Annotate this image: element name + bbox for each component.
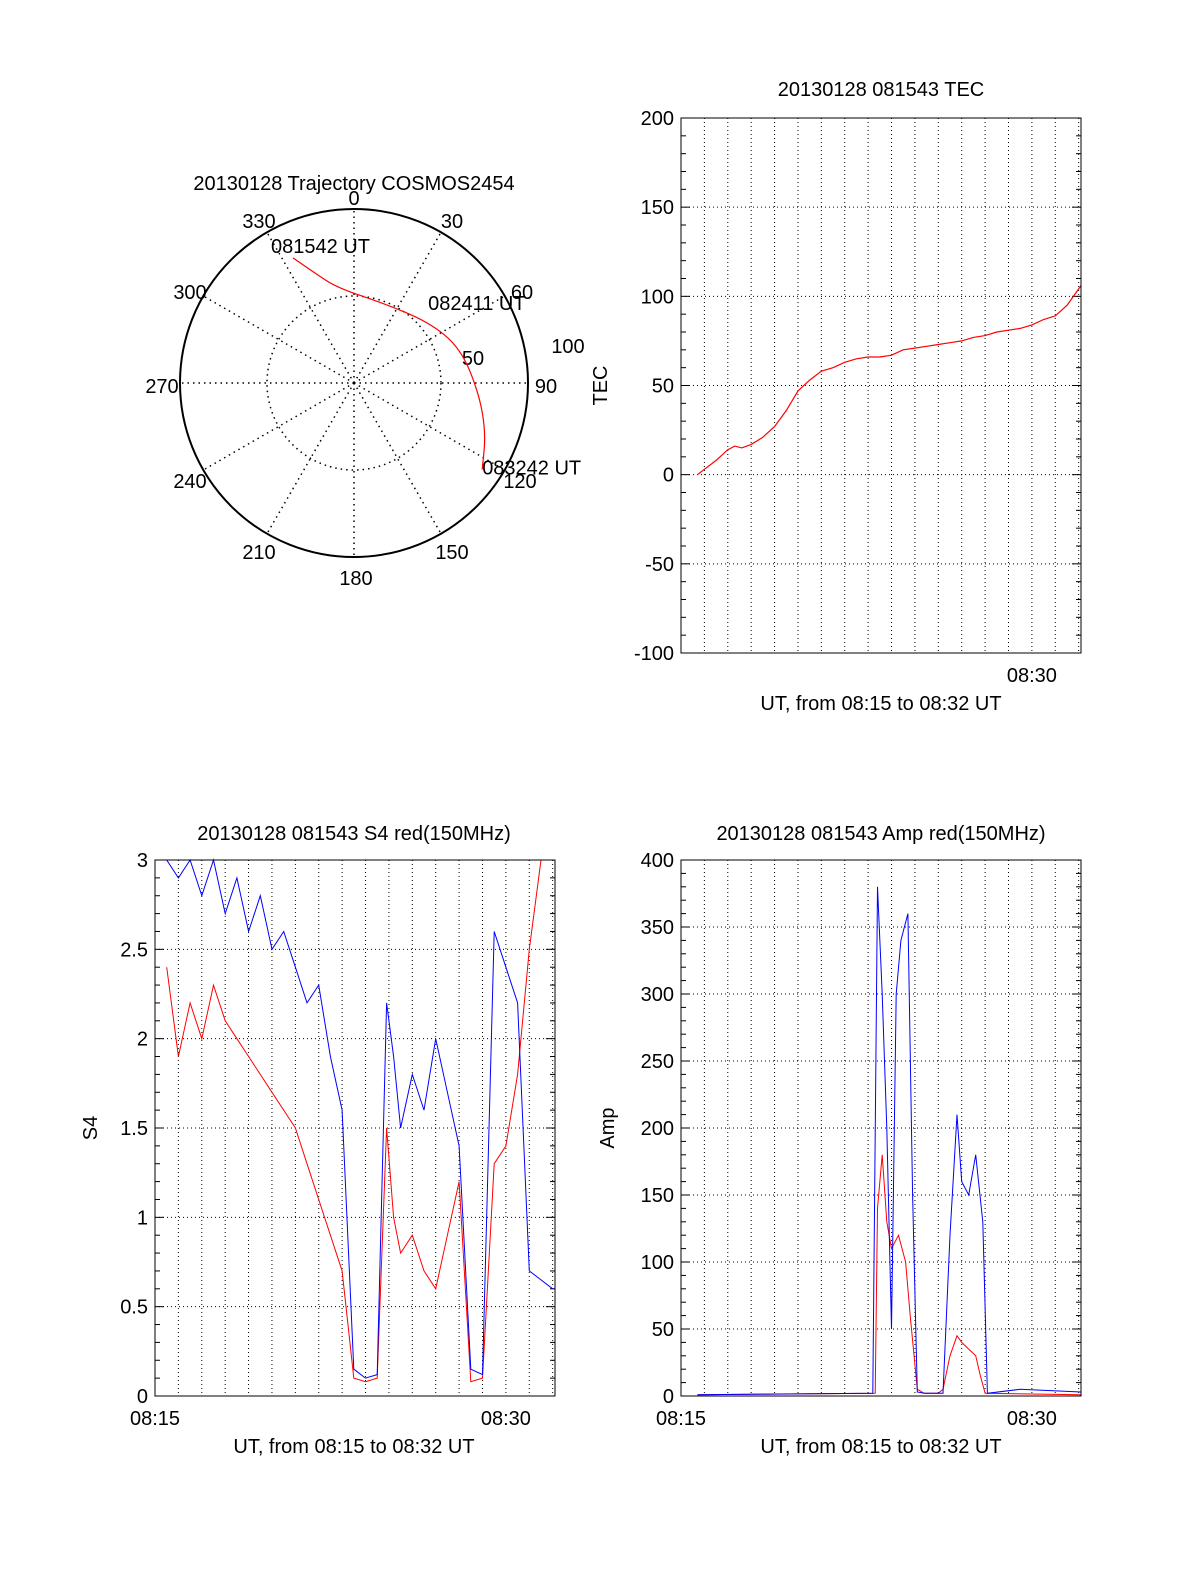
polar-spoke — [202, 382, 355, 471]
trajectory-polar-chart: 20130128 Trajectory COSMOS2454 0 30 60 90 12… — [145, 173, 584, 590]
polar-radius-label: 100 — [551, 336, 584, 358]
trajectory-time-label: 081542 UT — [271, 236, 370, 258]
s4-x-tick-label: 08:30 — [481, 1408, 531, 1430]
amp-blue-series-line — [697, 886, 1082, 1396]
amp-y-tick-label: 200 — [641, 1118, 674, 1140]
s4-y-tick-label: 0.5 — [120, 1297, 148, 1319]
polar-spoke — [353, 382, 442, 535]
tec-x-tick-label: 08:30 — [1007, 665, 1057, 687]
s4-y-tick-label: 2.5 — [120, 939, 148, 961]
tec-y-tick-label: -100 — [634, 643, 674, 665]
polar-angle-label: 180 — [339, 568, 372, 590]
amp-y-tick-label: 350 — [641, 917, 674, 939]
s4-plot-frame — [154, 859, 556, 1397]
amp-plot-frame — [680, 859, 1082, 1397]
polar-angle-label: 210 — [242, 542, 275, 564]
s4-y-tick-labels: 3 2.5 2 1.5 1 0.5 0 — [120, 850, 148, 1408]
polar-spoke — [266, 382, 355, 535]
polar-angle-label: 150 — [435, 542, 468, 564]
tec-y-tick-label: 150 — [641, 197, 674, 219]
amp-y-tick-label: 100 — [641, 1252, 674, 1274]
s4-chart: 20130128 081543 S4 red(150MHz) 3 2.5 2 1.5 1… — [80, 823, 556, 1458]
polar-chart-title: 20130128 Trajectory COSMOS2454 — [193, 173, 514, 195]
s4-y-tick-label: 1.5 — [120, 1118, 148, 1140]
tec-plot-frame — [680, 117, 1082, 654]
tec-x-tick-labels: 08:30 — [1007, 665, 1057, 687]
amp-y-tick-label: 50 — [652, 1319, 674, 1341]
s4-x-tick-labels: 08:15 08:30 — [130, 1408, 531, 1430]
polar-spoke — [266, 231, 355, 384]
tec-y-tick-label: 50 — [652, 376, 674, 398]
amp-y-axis-label: Amp — [597, 1107, 619, 1148]
s4-blue-series-line — [166, 858, 554, 1379]
tec-y-tick-labels: 200 150 100 50 0 -50 -100 — [634, 108, 674, 665]
polar-angle-label: 330 — [242, 211, 275, 233]
polar-angle-label: 270 — [145, 376, 178, 398]
tec-chart: 20130128 081543 TEC 200150100500-50-100 … — [590, 79, 1082, 715]
polar-angle-label: 300 — [173, 282, 206, 304]
tec-series-line — [697, 285, 1082, 476]
tec-grid — [681, 117, 1081, 654]
s4-grid — [155, 859, 555, 1397]
amp-x-tick-label: 08:30 — [1007, 1408, 1057, 1430]
amp-y-tick-label: 300 — [641, 984, 674, 1006]
polar-angle-label: 90 — [535, 376, 557, 398]
tec-x-axis-label: UT, from 08:15 to 08:32 UT — [760, 693, 1001, 715]
amp-chart: 20130128 081543 Amp red(150MHz) 400 350 30… — [597, 823, 1082, 1458]
trajectory-time-label: 083242 UT — [482, 458, 581, 480]
s4-y-tick-label: 1 — [137, 1207, 148, 1229]
s4-x-tick-label: 08:15 — [130, 1408, 180, 1430]
s4-y-tick-label: 3 — [137, 850, 148, 872]
amp-red-series-line — [697, 1154, 1082, 1396]
polar-grid — [179, 208, 529, 558]
tec-y-tick-label: 0 — [663, 465, 674, 487]
polar-spoke — [353, 231, 442, 384]
trajectory-time-annotations: 081542 UT 082411 UT 083242 UT — [271, 236, 581, 480]
s4-red-series-line — [166, 859, 553, 1383]
amp-x-axis-label: UT, from 08:15 to 08:32 UT — [760, 1436, 1001, 1458]
amp-y-tick-label: 400 — [641, 850, 674, 872]
polar-angle-label: 240 — [173, 471, 206, 493]
tec-y-axis-label: TEC — [590, 366, 612, 406]
polar-radius-label: 50 — [462, 348, 484, 370]
amp-y-tick-label: 0 — [663, 1386, 674, 1408]
polar-grid-circle — [266, 295, 442, 471]
polar-outer-circle — [179, 208, 529, 558]
polar-angle-label: 0 — [348, 188, 359, 210]
polar-angle-label: 60 — [511, 282, 533, 304]
tec-y-tick-label: 200 — [641, 108, 674, 130]
amp-y-tick-label: 150 — [641, 1185, 674, 1207]
amp-x-tick-label: 08:15 — [656, 1408, 706, 1430]
polar-spoke — [202, 295, 355, 384]
tec-y-tick-label: 100 — [641, 286, 674, 308]
s4-y-axis-label: S4 — [80, 1116, 102, 1140]
polar-angle-labels: 0 30 60 90 120 150 180 210 240 270 300 330 — [145, 188, 557, 590]
polar-angle-label: 120 — [503, 471, 536, 493]
s4-chart-title: 20130128 081543 S4 red(150MHz) — [197, 823, 511, 845]
s4-y-tick-label: 2 — [137, 1029, 148, 1051]
trajectory-line — [292, 257, 486, 470]
polar-angle-label: 30 — [441, 211, 463, 233]
polar-spoke — [353, 295, 506, 384]
amp-y-tick-labels: 400 350 300 250 200 150 100 50 0 — [641, 850, 674, 1408]
amp-y-tick-label: 250 — [641, 1051, 674, 1073]
polar-spoke — [353, 382, 506, 471]
s4-x-axis-label: UT, from 08:15 to 08:32 UT — [233, 1436, 474, 1458]
tec-chart-title: 20130128 081543 TEC — [778, 79, 984, 101]
s4-y-tick-label: 0 — [137, 1386, 148, 1408]
amp-chart-title: 20130128 081543 Amp red(150MHz) — [716, 823, 1045, 845]
amp-grid — [681, 859, 1081, 1397]
tec-y-tick-label: -50 — [645, 554, 674, 576]
amp-x-tick-labels: 08:15 08:30 — [656, 1408, 1057, 1430]
trajectory-time-label: 082411 UT — [428, 293, 525, 315]
